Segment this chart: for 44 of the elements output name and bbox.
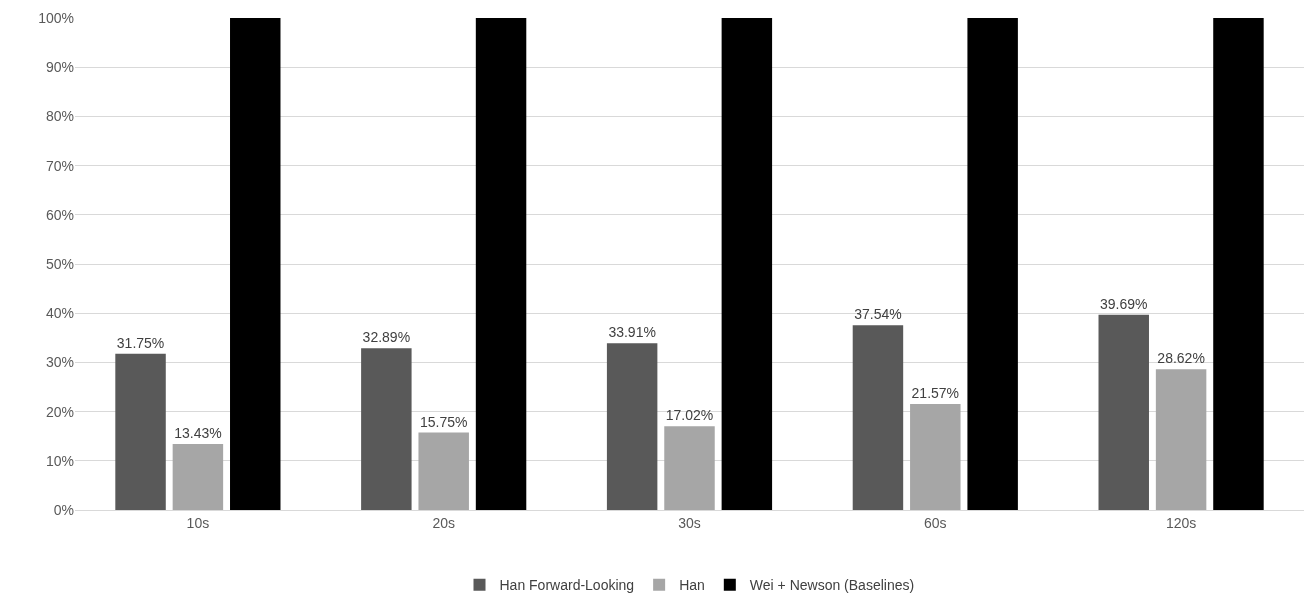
data-label: 31.75% [116,334,165,351]
x-tick-label: 120s [1165,514,1197,531]
y-tick-label: 10% [45,452,74,469]
x-tick-label: 60s [924,514,947,531]
y-tick-label: 20% [45,403,74,420]
data-label: 15.75% [419,413,468,430]
bar [967,18,1018,510]
legend-label: Han Forward-Looking [499,577,635,594]
bar [115,353,166,510]
legend-label: Wei + Newson (Baselines) [749,577,915,594]
y-tick-label: 70% [45,157,74,174]
bar [852,325,904,510]
data-label: 32.89% [362,329,411,346]
y-tick-label: 80% [45,108,74,125]
data-label: 39.69% [1100,295,1148,312]
bar [1155,369,1207,510]
bar [475,18,527,510]
bar [172,443,224,510]
y-tick-label: 40% [45,305,74,322]
data-label: 37.54% [854,306,902,323]
x-tick-label: 30s [678,514,701,531]
y-tick-label: 0% [53,501,74,518]
bar [1098,314,1149,510]
y-tick-label: 50% [45,255,74,272]
bar [1213,18,1264,510]
data-label: 13.43% [174,424,222,441]
bar [606,343,658,510]
legend-label: Han [679,577,705,594]
y-tick-label: 60% [45,206,74,223]
bar [664,426,715,510]
y-tick-label: 90% [45,59,74,76]
y-tick-label: 100% [38,9,74,26]
data-label: 17.02% [665,407,714,424]
bar [361,348,412,510]
y-tick-label: 30% [45,354,74,371]
data-label: 28.62% [1157,350,1205,367]
data-label: 21.57% [911,384,960,401]
bar [721,18,773,510]
x-tick-label: 20s [432,514,455,531]
data-label: 33.91% [608,324,656,341]
bar [230,18,281,510]
bar [910,403,961,510]
bar [418,432,469,510]
x-tick-label: 10s [186,514,210,531]
